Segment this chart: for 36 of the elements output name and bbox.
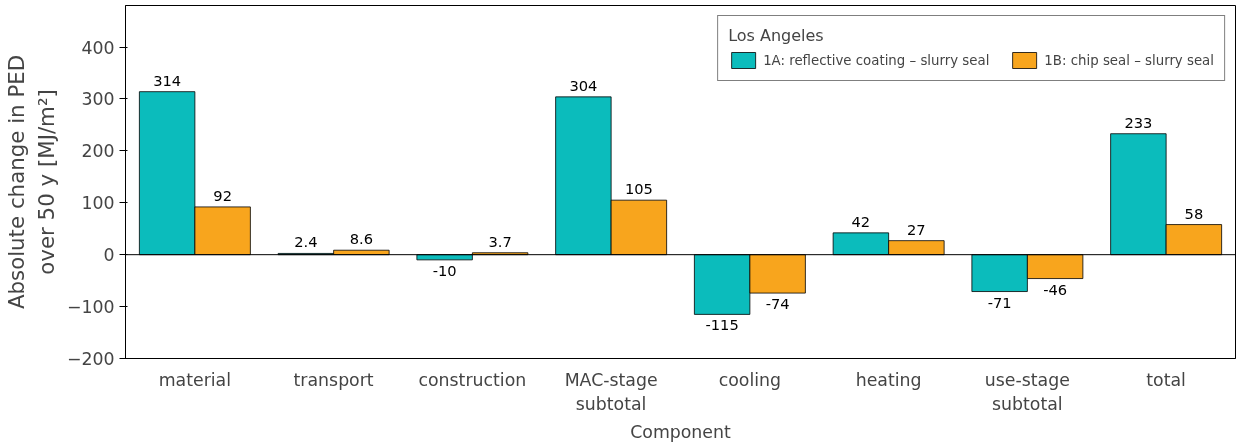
- y-tick-label: 200: [81, 141, 115, 162]
- data-label: 92: [213, 186, 232, 204]
- data-label: 314: [153, 71, 182, 89]
- data-label: 27: [907, 220, 926, 238]
- data-label: 2.4: [294, 233, 318, 251]
- data-label: -74: [765, 295, 790, 313]
- data-label: 8.6: [349, 230, 374, 248]
- y-tick-label: 100: [81, 193, 115, 214]
- data-label: 105: [624, 180, 653, 198]
- data-label: -115: [705, 316, 739, 334]
- y-tick-label: 0: [103, 245, 115, 266]
- x-tick-label: heating: [855, 369, 922, 390]
- x-tick-label: cooling: [718, 369, 782, 390]
- x-tick-label: material: [158, 369, 232, 390]
- data-label: 304: [569, 76, 598, 94]
- data-label: -46: [1043, 280, 1068, 298]
- legend-label: 1B: chip seal – slurry seal: [1044, 52, 1214, 68]
- x-tick-label: MAC-stage subtotal: [564, 369, 658, 414]
- data-label: -10: [432, 261, 457, 279]
- x-tick-label: total: [1146, 369, 1186, 390]
- x-tick-label: use-stage subtotal: [984, 369, 1070, 414]
- data-label: 42: [851, 212, 871, 230]
- legend-title: Los Angeles: [728, 26, 825, 45]
- y-tick-label: 400: [81, 37, 115, 58]
- data-label: 233: [1124, 113, 1153, 131]
- data-label: -71: [987, 293, 1012, 311]
- x-tick-label: construction: [418, 369, 527, 390]
- y-tick-label: −200: [66, 349, 115, 369]
- x-axis-title: Component: [630, 421, 732, 442]
- data-label: 3.7: [488, 232, 512, 250]
- legend-label: 1A: reflective coating – slurry seal: [763, 52, 990, 68]
- data-label: 58: [1184, 204, 1204, 222]
- y-axis-title: Absolute change in PED over 50 y [MJ/m²]: [3, 54, 59, 310]
- x-tick-label: transport: [293, 369, 374, 390]
- y-tick-label: −100: [66, 297, 115, 318]
- y-tick-label: 300: [81, 89, 115, 110]
